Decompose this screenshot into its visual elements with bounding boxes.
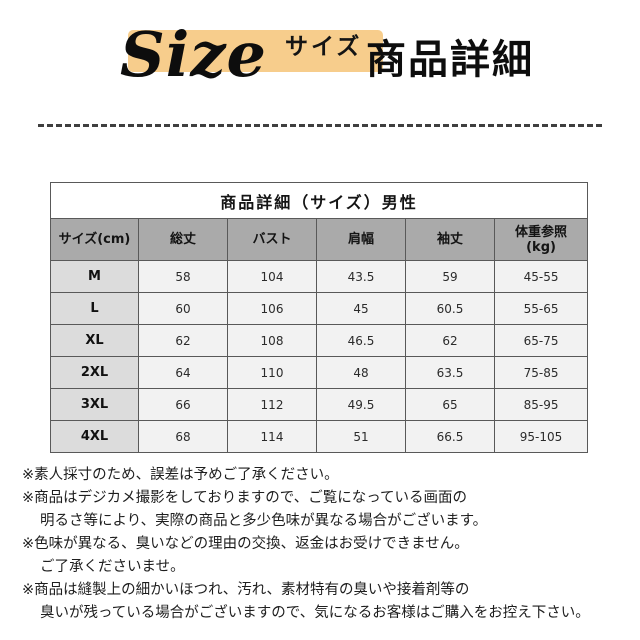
cell-length: 64 (138, 356, 228, 389)
table-row: 3XL 66 112 49.5 65 85-95 (50, 388, 589, 421)
banner-highlight-box (128, 30, 383, 72)
cell-weight: 65-75 (493, 324, 589, 357)
cell-shoulder: 45 (316, 292, 406, 325)
size-table-container: 商品詳細（サイズ）男性 サイズ(cm) 総丈 バスト 肩幅 袖丈 体重参照 (k… (49, 182, 589, 453)
banner-title-katakana: サイズ (285, 34, 363, 60)
dashed-divider-line (38, 124, 602, 127)
note-line: ※素人採寸のため、誤差は予めご了承ください。 (22, 467, 339, 483)
cell-sleeve: 66.5 (405, 420, 495, 453)
banner-text-group: Size サイズ 商品詳細 (0, 0, 640, 112)
table-title-row: 商品詳細（サイズ）男性 (49, 182, 589, 219)
cell-bust: 110 (227, 356, 317, 389)
note-line: 臭いが残っている場合がございますので、気になるお客様はご購入をお控え下さい。 (40, 605, 590, 621)
cell-weight: 75-85 (493, 356, 589, 389)
cell-length: 60 (138, 292, 228, 325)
size-table: 商品詳細（サイズ）男性 サイズ(cm) 総丈 バスト 肩幅 袖丈 体重参照 (k… (49, 182, 589, 453)
page-banner: Size サイズ 商品詳細 (0, 0, 640, 112)
cell-bust: 104 (227, 260, 317, 293)
cell-size: 2XL (50, 356, 139, 389)
cell-bust: 114 (227, 420, 317, 453)
column-header-weight-line1: 体重参照 (515, 224, 568, 240)
cell-sleeve: 62 (405, 324, 495, 357)
cell-length: 62 (138, 324, 228, 357)
cell-weight: 85-95 (493, 388, 589, 421)
table-header-row: サイズ(cm) 総丈 バスト 肩幅 袖丈 体重参照 (kg) (50, 218, 589, 261)
cell-sleeve: 65 (405, 388, 495, 421)
column-header-sleeve: 袖丈 (405, 218, 495, 261)
cell-shoulder: 46.5 (316, 324, 406, 357)
cell-sleeve: 59 (405, 260, 495, 293)
table-row: 4XL 68 114 51 66.5 95-105 (50, 420, 589, 453)
note-line: ご了承くださいませ。 (40, 559, 185, 575)
cell-shoulder: 48 (316, 356, 406, 389)
column-header-length: 総丈 (138, 218, 228, 261)
cell-weight: 45-55 (493, 260, 589, 293)
cell-sleeve: 63.5 (405, 356, 495, 389)
note-line: ※色味が異なる、臭いなどの理由の交換、返金はお受けできません。 (22, 536, 469, 552)
cell-size: 4XL (50, 420, 139, 453)
column-header-shoulder: 肩幅 (316, 218, 406, 261)
dashed-divider (0, 124, 640, 130)
cell-size: L (50, 292, 139, 325)
cell-length: 66 (138, 388, 228, 421)
cell-shoulder: 51 (316, 420, 406, 453)
table-row: L 60 106 45 60.5 55-65 (50, 292, 589, 325)
cell-bust: 112 (227, 388, 317, 421)
column-header-size: サイズ(cm) (50, 218, 139, 261)
banner-title-latin: Size (120, 18, 267, 91)
cell-weight: 95-105 (493, 420, 589, 453)
note-line: ※商品は縫製上の細かいほつれ、汚れ、素材特有の臭いや接着剤等の (22, 582, 470, 598)
table-row: 2XL 64 110 48 63.5 75-85 (50, 356, 589, 389)
cell-size: XL (50, 324, 139, 357)
table-row: M 58 104 43.5 59 45-55 (50, 260, 589, 293)
cell-length: 58 (138, 260, 228, 293)
column-header-bust: バスト (227, 218, 317, 261)
cell-size: M (50, 260, 139, 293)
table-row: XL 62 108 46.5 62 65-75 (50, 324, 589, 357)
note-line: 明るさ等により、実際の商品と多少色味が異なる場合がございます。 (40, 513, 488, 529)
cell-weight: 55-65 (493, 292, 589, 325)
cell-sleeve: 60.5 (405, 292, 495, 325)
cell-shoulder: 49.5 (316, 388, 406, 421)
column-header-weight-line2: (kg) (526, 239, 556, 255)
cell-bust: 106 (227, 292, 317, 325)
column-header-weight: 体重参照 (kg) (493, 218, 589, 261)
disclaimer-notes: ※素人採寸のため、誤差は予めご了承ください。 ※商品はデジカメ撮影をしております… (22, 464, 626, 625)
cell-bust: 108 (227, 324, 317, 357)
size-table-title: 商品詳細（サイズ）男性 (49, 182, 589, 219)
cell-length: 68 (138, 420, 228, 453)
cell-shoulder: 43.5 (316, 260, 406, 293)
banner-title-kanji: 商品詳細 (366, 36, 534, 83)
cell-size: 3XL (50, 388, 139, 421)
note-line: ※商品はデジカメ撮影をしておりますので、ご覧になっている画面の (22, 490, 467, 506)
